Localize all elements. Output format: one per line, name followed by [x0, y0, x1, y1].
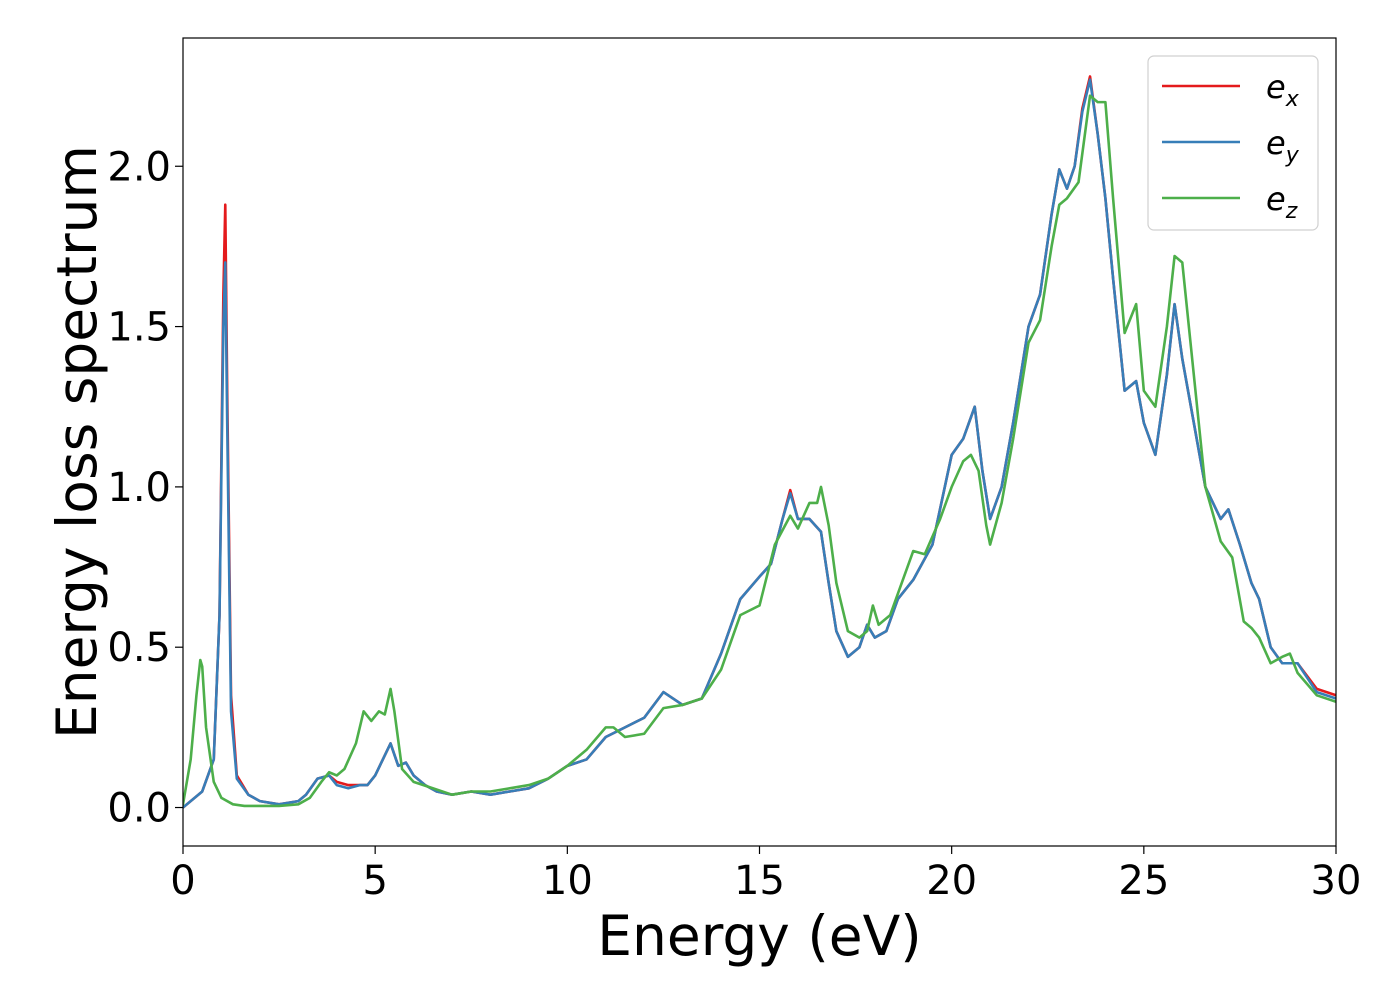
x-tick-label: 20	[926, 858, 977, 904]
series-line-z	[183, 94, 1336, 808]
plot-series	[183, 75, 1336, 809]
y-axis: 0.0 0.5 1.0 1.5 2.0	[107, 144, 183, 832]
x-tick-label: 15	[734, 858, 785, 904]
y-tick-label: 1.0	[107, 465, 171, 511]
x-tick-label: 30	[1311, 858, 1362, 904]
y-tick-label: 0.0	[107, 786, 171, 832]
legend-label-z: ez	[1266, 180, 1298, 224]
y-axis-title: Energy loss spectrum	[45, 145, 109, 739]
x-tick-label: 10	[542, 858, 593, 904]
x-tick-label: 25	[1118, 858, 1169, 904]
y-tick-label: 2.0	[107, 144, 171, 190]
x-axis-title: Energy (eV)	[597, 904, 921, 968]
legend: ex ey ez	[1147, 55, 1319, 231]
y-tick-label: 1.5	[107, 305, 171, 351]
y-tick-label: 0.5	[107, 625, 171, 671]
x-axis: 0 5 10 15 20 25 30	[170, 846, 1361, 904]
series-line-y	[183, 78, 1336, 809]
x-tick-label: 5	[362, 858, 387, 904]
legend-label-y: ey	[1266, 124, 1300, 168]
legend-label-x: ex	[1266, 68, 1300, 112]
x-tick-label: 0	[170, 858, 195, 904]
